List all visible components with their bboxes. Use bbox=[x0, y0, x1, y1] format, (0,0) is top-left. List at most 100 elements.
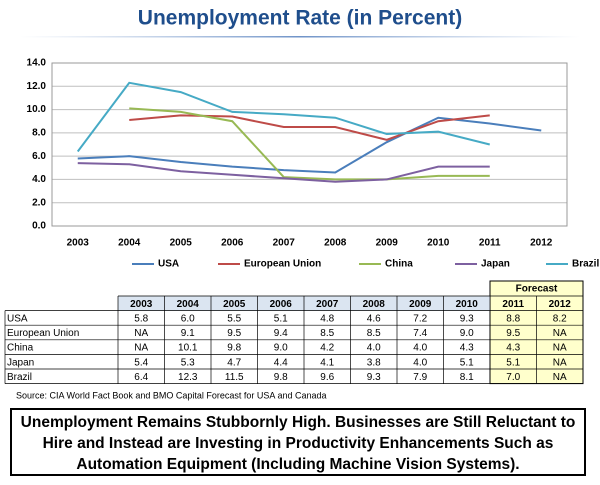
table-cell: 4.0 bbox=[413, 357, 427, 368]
row-label: USA bbox=[7, 314, 28, 325]
series-line bbox=[129, 107, 490, 181]
row-label: China bbox=[7, 343, 34, 354]
forecast-label: Forecast bbox=[516, 284, 558, 295]
table-cell: 9.4 bbox=[274, 328, 288, 339]
table-cell: 4.6 bbox=[367, 314, 381, 325]
table-cell: 11.5 bbox=[225, 372, 244, 383]
table-cell: NA bbox=[134, 328, 148, 339]
table-cell: NA bbox=[553, 372, 567, 383]
table-cell: 7.0 bbox=[506, 372, 520, 383]
legend-label: European Union bbox=[244, 259, 321, 270]
x-tick-label: 2008 bbox=[324, 238, 347, 249]
y-tick-label: 0.0 bbox=[32, 221, 46, 232]
x-tick-label: 2009 bbox=[376, 238, 399, 249]
table-cell: 4.0 bbox=[413, 343, 427, 354]
table-cell: 4.8 bbox=[320, 314, 334, 325]
table-cell: NA bbox=[553, 328, 567, 339]
table-cell: 4.1 bbox=[320, 357, 334, 368]
table-cell: 5.1 bbox=[460, 357, 474, 368]
row-label: Brazil bbox=[7, 372, 32, 383]
table-header: 2005 bbox=[223, 299, 246, 310]
x-tick-label: 2012 bbox=[530, 238, 553, 249]
table-cell: 8.2 bbox=[553, 314, 567, 325]
source: Source: CIA World Fact Book and BMO Capi… bbox=[16, 390, 326, 400]
table-header: 2010 bbox=[456, 299, 479, 310]
y-tick-label: 2.0 bbox=[32, 197, 46, 208]
table-cell: 8.8 bbox=[506, 314, 520, 325]
table-cell: 9.0 bbox=[274, 343, 288, 354]
chart: Unemployment Rate (in Percent) Source: C… bbox=[4, 7, 599, 400]
table-header: 2009 bbox=[409, 299, 432, 310]
table-cell: 5.4 bbox=[134, 357, 148, 368]
table-cell: 10.1 bbox=[178, 343, 198, 354]
table-cell: 3.8 bbox=[367, 357, 381, 368]
table-cell: 5.3 bbox=[181, 357, 195, 368]
y-tick-label: 14.0 bbox=[27, 58, 47, 69]
table-cell: 9.1 bbox=[181, 328, 195, 339]
table-header: 2003 bbox=[130, 299, 153, 310]
table-cell: NA bbox=[553, 343, 567, 354]
table-cell: 6.4 bbox=[134, 372, 148, 383]
table-cell: 6.0 bbox=[181, 314, 195, 325]
series-line bbox=[77, 116, 542, 174]
row-label: European Union bbox=[7, 328, 79, 339]
series-line bbox=[77, 162, 490, 183]
y-tick-label: 8.0 bbox=[32, 127, 46, 138]
table-cell: 4.0 bbox=[367, 343, 381, 354]
table-cell: 9.3 bbox=[367, 372, 381, 383]
table-cell: 7.4 bbox=[413, 328, 427, 339]
plot-border bbox=[51, 62, 568, 227]
table-cell: 9.0 bbox=[460, 328, 474, 339]
table-cell: 4.2 bbox=[320, 343, 334, 354]
chart-title: Unemployment Rate (in Percent) bbox=[138, 7, 462, 30]
x-tick-label: 2004 bbox=[118, 238, 141, 249]
table-cell: 9.5 bbox=[506, 328, 520, 339]
y-tick-label: 10.0 bbox=[27, 104, 47, 115]
legend-label: USA bbox=[158, 259, 179, 270]
x-tick-label: 2010 bbox=[427, 238, 450, 249]
table-header: 2011 bbox=[502, 299, 524, 310]
table-header: 2007 bbox=[316, 299, 339, 310]
table-cell: 7.9 bbox=[413, 372, 427, 383]
table-cell: 8.5 bbox=[367, 328, 381, 339]
table-cell: 8.5 bbox=[320, 328, 334, 339]
x-tick-label: 2003 bbox=[67, 238, 90, 249]
title-rule bbox=[20, 36, 580, 38]
x-tick-label: 2005 bbox=[170, 238, 193, 249]
series-line bbox=[129, 114, 490, 141]
table-cell: NA bbox=[553, 357, 567, 368]
table-cell: 7.2 bbox=[413, 314, 427, 325]
table-cell: 4.7 bbox=[227, 357, 241, 368]
y-tick-label: 6.0 bbox=[32, 151, 46, 162]
table-cell: 5.1 bbox=[274, 314, 288, 325]
table-cell: 9.8 bbox=[274, 372, 288, 383]
table-cell: 9.3 bbox=[460, 314, 474, 325]
y-tick-label: 12.0 bbox=[27, 81, 47, 92]
table-cell: 9.5 bbox=[227, 328, 241, 339]
x-tick-label: 2007 bbox=[273, 238, 296, 249]
legend-label: Brazil bbox=[572, 259, 599, 270]
table-cell: 4.4 bbox=[274, 357, 288, 368]
table-cell: 5.5 bbox=[227, 314, 241, 325]
table-cell: 12.3 bbox=[178, 372, 198, 383]
table-cell: 4.3 bbox=[460, 343, 474, 354]
table-cell: NA bbox=[134, 343, 148, 354]
table-cell: 9.8 bbox=[227, 343, 241, 354]
table-cell: 4.3 bbox=[506, 343, 520, 354]
series-line bbox=[76, 81, 490, 153]
legend-label: China bbox=[385, 259, 413, 270]
table-header: 2006 bbox=[270, 299, 293, 310]
x-tick-label: 2006 bbox=[221, 238, 244, 249]
caption: Unemployment Remains Stubbornly High. Bu… bbox=[10, 408, 586, 476]
y-tick-label: 4.0 bbox=[32, 174, 46, 185]
legend-label: Japan bbox=[481, 259, 510, 270]
table-cell: 5.8 bbox=[134, 314, 148, 325]
table-cell: 5.1 bbox=[506, 357, 520, 368]
x-tick-label: 2011 bbox=[479, 238, 501, 249]
table-cell: 8.1 bbox=[460, 372, 474, 383]
table-header: 2012 bbox=[549, 299, 572, 310]
table-cell: 9.6 bbox=[320, 372, 334, 383]
table-header: 2008 bbox=[363, 299, 386, 310]
table-header: 2004 bbox=[177, 299, 200, 310]
